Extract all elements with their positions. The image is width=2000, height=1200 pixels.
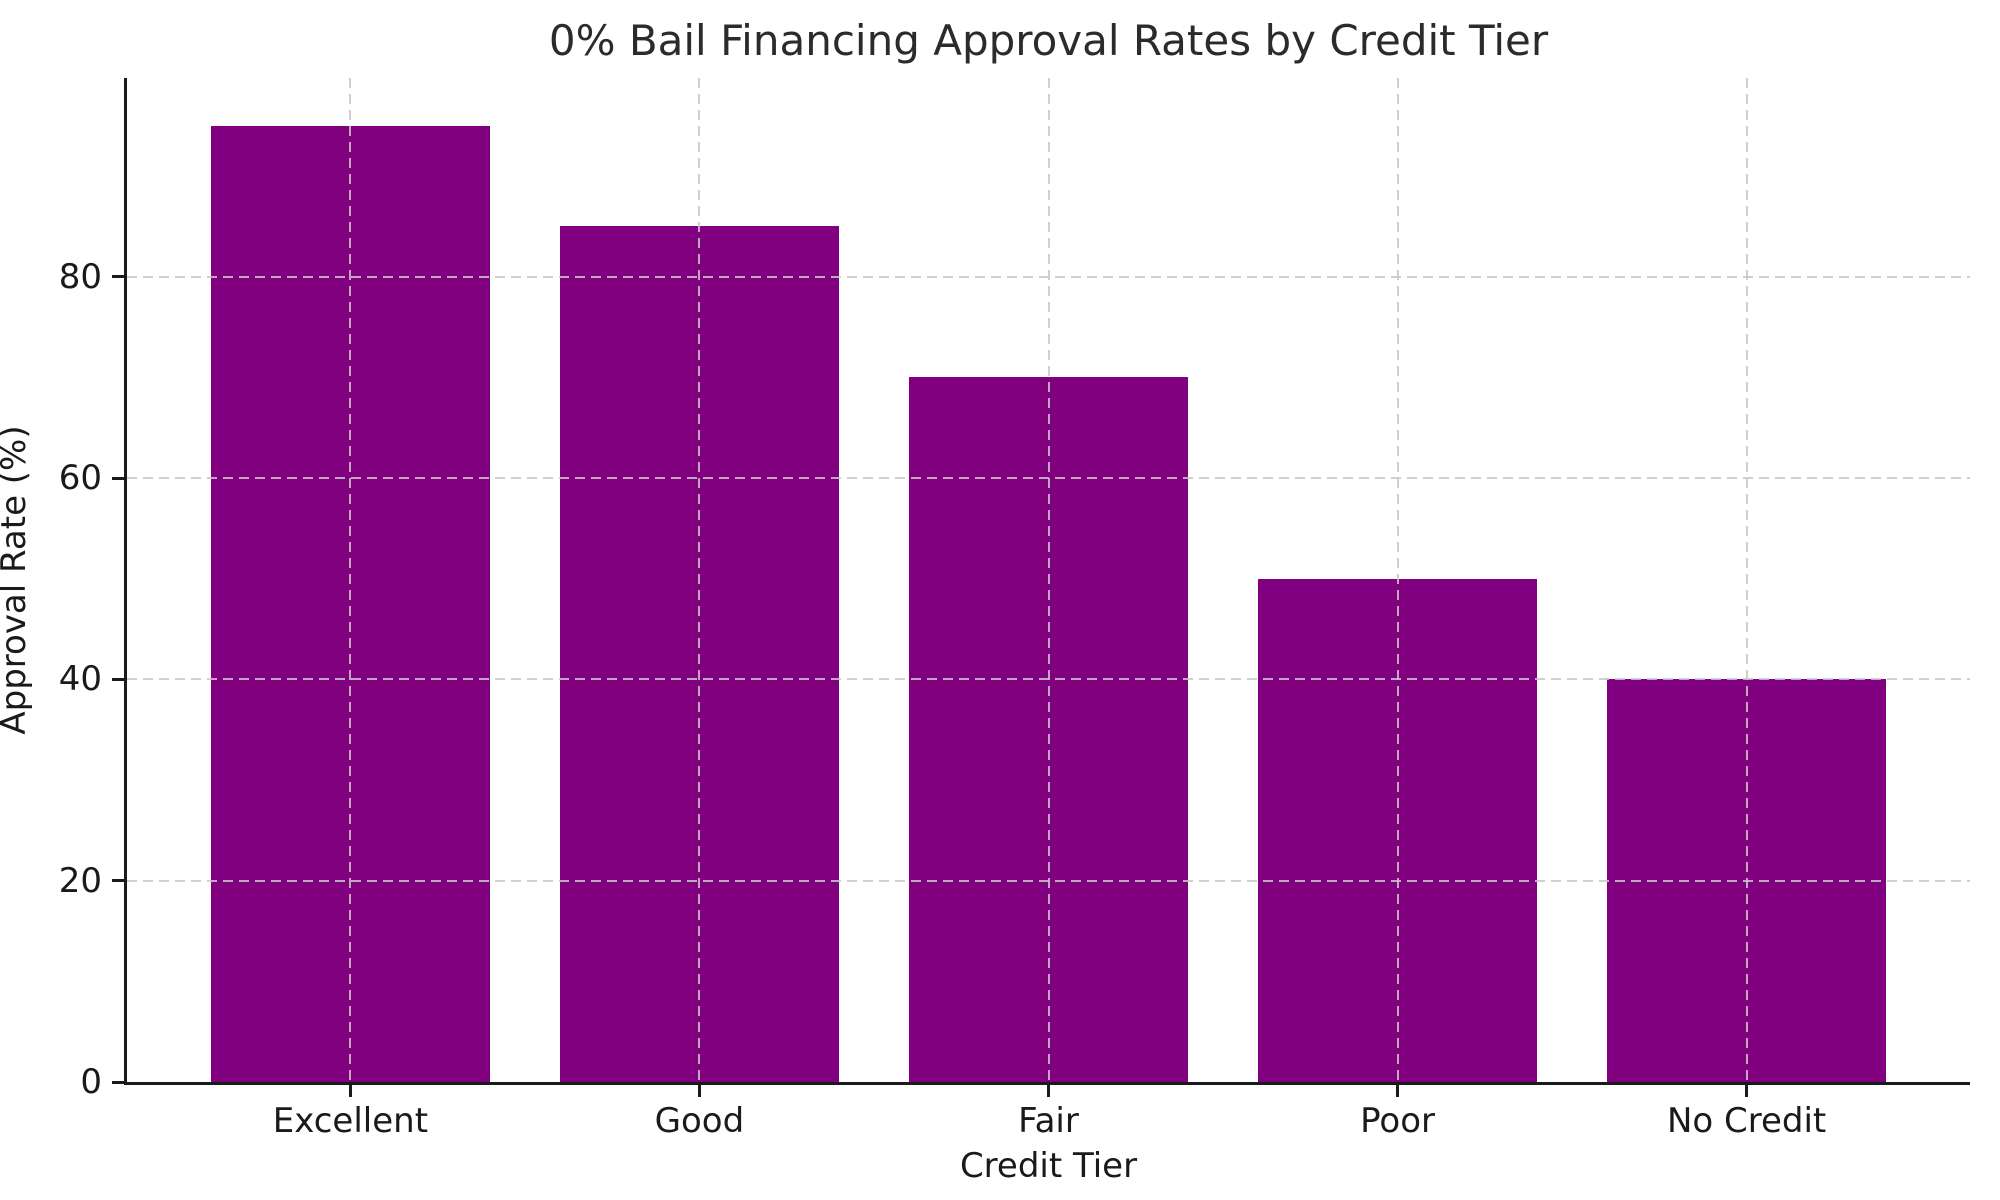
x-tick-label-no-credit: No Credit [1666, 1101, 1827, 1141]
y-tick-label-80: 80 [58, 256, 102, 297]
y-axis-spine [124, 78, 127, 1082]
x-tick-label-fair: Fair [1018, 1101, 1079, 1141]
x-axis-label: Credit Tier [959, 1146, 1138, 1186]
gridline-x-excellent [349, 78, 352, 1082]
y-tick-label-40: 40 [58, 659, 102, 700]
gridline-x-no-credit [1745, 78, 1748, 1082]
x-tick-mark-poor [1396, 1085, 1400, 1097]
gridline-x-fair [1047, 78, 1050, 1082]
y-tick-mark-60 [112, 476, 124, 480]
x-tick-label-excellent: Excellent [272, 1101, 429, 1141]
x-tick-mark-no-credit [1745, 1085, 1749, 1097]
x-tick-mark-fair [1047, 1085, 1050, 1097]
y-tick-label-0: 0 [80, 1062, 102, 1102]
y-tick-mark-20 [112, 879, 124, 883]
y-tick-mark-40 [112, 677, 124, 681]
y-tick-label-60: 60 [58, 458, 102, 499]
chart-title: 0% Bail Financing Approval Rates by Cred… [548, 16, 1549, 65]
y-tick-mark-0 [112, 1080, 124, 1084]
x-tick-mark-good [697, 1085, 701, 1097]
y-tick-mark-80 [112, 275, 124, 279]
y-tick-label-20: 20 [58, 860, 102, 901]
plot-area [124, 78, 1970, 1085]
gridline-x-good [698, 78, 701, 1082]
x-axis-spine [124, 1082, 1970, 1085]
x-tick-label-poor: Poor [1360, 1101, 1435, 1141]
x-tick-mark-excellent [348, 1085, 352, 1097]
x-tick-label-good: Good [654, 1101, 745, 1141]
gridline-x-poor [1396, 78, 1399, 1082]
